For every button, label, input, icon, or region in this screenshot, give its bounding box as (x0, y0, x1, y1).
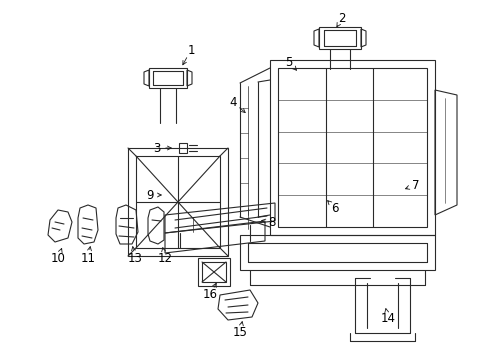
Bar (198, 258, 229, 286)
Text: 7: 7 (411, 179, 419, 192)
Text: 3: 3 (153, 141, 161, 154)
Text: 14: 14 (380, 311, 395, 324)
Text: 5: 5 (285, 55, 292, 68)
Text: 2: 2 (338, 12, 345, 24)
Text: 15: 15 (232, 325, 247, 338)
Text: 4: 4 (229, 95, 236, 108)
Text: 10: 10 (50, 252, 65, 265)
Text: 12: 12 (157, 252, 172, 265)
Text: 9: 9 (146, 189, 153, 202)
Text: 8: 8 (268, 216, 275, 229)
Bar (179, 143, 186, 153)
Bar (202, 262, 225, 282)
Text: 6: 6 (330, 202, 338, 215)
Text: 13: 13 (127, 252, 142, 265)
Text: 11: 11 (81, 252, 95, 265)
Text: 1: 1 (187, 44, 194, 57)
Text: 16: 16 (202, 288, 217, 302)
